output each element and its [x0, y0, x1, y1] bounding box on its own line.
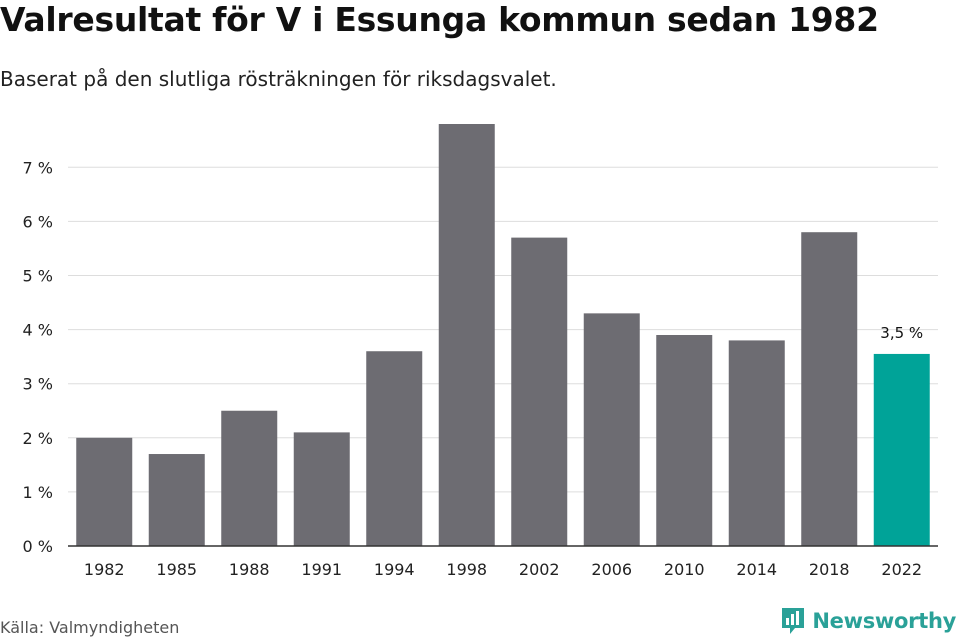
y-tick-label: 1 %: [23, 483, 53, 502]
source-note: Källa: Valmyndigheten: [0, 618, 180, 637]
bar: [801, 232, 858, 546]
y-tick-label: 3 %: [23, 375, 53, 394]
x-tick-label: 1988: [229, 560, 270, 579]
bar: [728, 340, 785, 546]
y-tick-label: 5 %: [23, 266, 53, 285]
x-tick-label: 2014: [736, 560, 777, 579]
bar: [511, 237, 568, 546]
x-tick-label: 1985: [156, 560, 197, 579]
y-tick-label: 6 %: [23, 212, 53, 231]
x-tick-label: 1991: [301, 560, 342, 579]
newsworthy-logo-icon: [782, 608, 805, 634]
bar: [438, 124, 495, 546]
x-tick-label: 1998: [446, 560, 487, 579]
bar: [366, 351, 423, 546]
bar: [221, 410, 278, 546]
brand-logo: Newsworthy: [780, 606, 956, 636]
chart-subtitle: Baserat på den slutliga rösträkningen fö…: [0, 67, 557, 91]
data-label: 3,5 %: [880, 324, 923, 342]
bar-highlight: [873, 353, 930, 546]
chart-title: Valresultat för V i Essunga kommun sedan…: [0, 0, 879, 39]
x-tick-label: 2018: [809, 560, 850, 579]
bar: [148, 454, 205, 546]
x-tick-label: 1982: [84, 560, 125, 579]
x-tick-label: 1994: [374, 560, 415, 579]
y-tick-label: 4 %: [23, 321, 53, 340]
brand-name: Newsworthy: [812, 609, 956, 633]
bar: [656, 335, 713, 546]
x-tick-label: 2002: [519, 560, 560, 579]
x-tick-label: 2022: [881, 560, 922, 579]
y-tick-label: 2 %: [23, 429, 53, 448]
bar: [293, 432, 350, 546]
y-tick-label: 0 %: [23, 537, 53, 556]
x-tick-label: 2010: [664, 560, 705, 579]
x-tick-label: 2006: [591, 560, 632, 579]
bar: [583, 313, 640, 546]
y-tick-label: 7 %: [23, 158, 53, 177]
bar: [76, 437, 133, 546]
